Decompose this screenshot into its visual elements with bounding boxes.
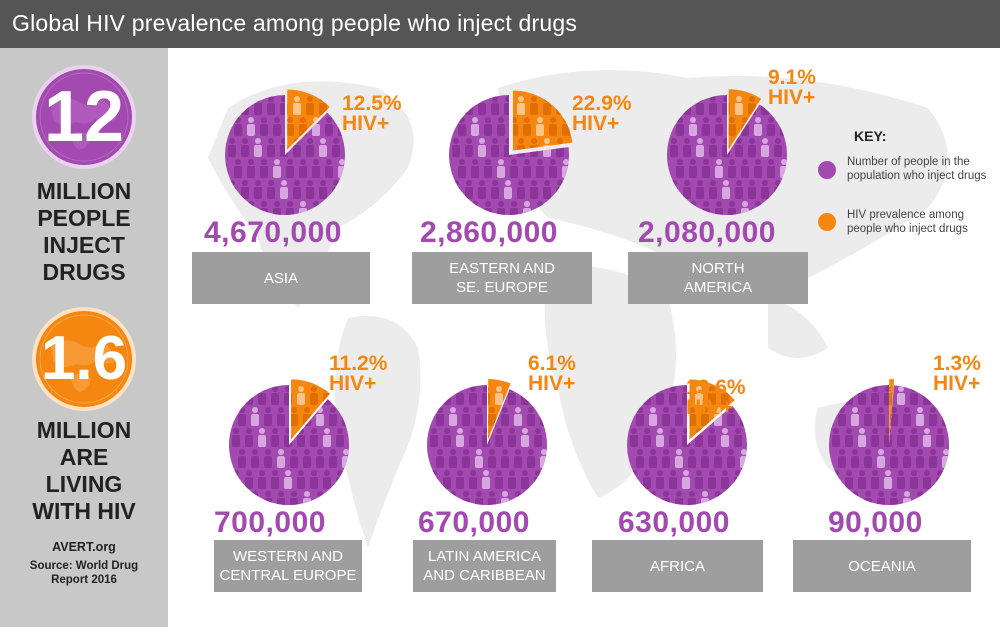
hiv-label-africa: 13.6% HIV+ <box>686 376 746 419</box>
hiv-suffix-north-america: HIV+ <box>768 86 816 109</box>
legend-dot-hiv <box>818 213 836 231</box>
region-label-line: AFRICA <box>649 557 705 575</box>
sidebar: 12 MILLION PEOPLE INJECT DRUGS 1.6 MILLI… <box>0 48 168 627</box>
legend-title: KEY: <box>854 128 887 144</box>
pie-western-and-central-europe <box>220 374 360 519</box>
pie-chart-latin-america-and-caribbean <box>427 379 547 505</box>
hiv-suffix-eastern-and-se-europe: HIV+ <box>572 112 620 135</box>
pie-chart-asia <box>225 89 345 215</box>
hiv-suffix-africa: HIV+ <box>686 396 734 419</box>
hiv-percent-asia: 12.5% <box>342 92 402 115</box>
region-label-line: OCEANIA <box>848 557 916 575</box>
stat1-number: 12 <box>43 77 125 157</box>
people-count-eastern-and-se-europe: 2,860,000 <box>420 216 558 249</box>
legend: KEY: Number of people in the population … <box>814 128 1000 258</box>
stat2-line-3: LIVING <box>45 471 123 497</box>
pie-chart-western-and-central-europe <box>229 379 350 506</box>
region-label-line: WESTERN AND <box>232 548 343 565</box>
stat1-line-3: INJECT <box>43 232 125 258</box>
hiv-label-eastern-and-se-europe: 22.9% HIV+ <box>572 92 632 135</box>
hiv-percent-eastern-and-se-europe: 22.9% <box>572 92 632 115</box>
hiv-label-asia: 12.5% HIV+ <box>342 92 402 135</box>
people-count-oceania: 90,000 <box>828 506 923 539</box>
stat1-line-1: MILLION <box>36 178 132 204</box>
stat1-line-2: PEOPLE <box>37 205 131 231</box>
hiv-label-latin-america-and-caribbean: 6.1% HIV+ <box>528 352 576 395</box>
pie-chart-oceania <box>829 379 950 506</box>
pie-oceania <box>820 374 960 519</box>
region-label-africa: AFRICA <box>592 540 763 592</box>
stat2-line-2: ARE <box>59 444 109 470</box>
pie-asia <box>216 84 356 229</box>
region-label-latin-america-and-caribbean: LATIN AMERICA AND CARIBBEAN <box>413 540 556 592</box>
people-count-africa: 630,000 <box>618 506 730 539</box>
region-label-western-and-central-europe: WESTERN AND CENTRAL EUROPE <box>214 540 362 592</box>
hiv-label-north-america: 9.1% HIV+ <box>768 66 816 109</box>
region-label-line: AMERICA <box>683 279 753 296</box>
hiv-suffix-western-and-central-europe: HIV+ <box>329 372 377 395</box>
hiv-label-western-and-central-europe: 11.2% HIV+ <box>329 352 388 395</box>
header-bar: Global HIV prevalence among people who i… <box>0 0 1000 48</box>
pie-chart-africa <box>627 379 748 506</box>
hiv-suffix-asia: HIV+ <box>342 112 390 135</box>
stat2-line-4: WITH HIV <box>32 498 136 524</box>
region-label-north-america: NORTH AMERICA <box>628 252 808 304</box>
page-title: Global HIV prevalence among people who i… <box>12 10 578 36</box>
pie-africa <box>618 374 758 519</box>
hiv-percent-oceania: 1.3% <box>933 352 981 375</box>
region-label-line: ASIA <box>263 269 299 287</box>
pie-latin-america-and-caribbean <box>418 374 558 519</box>
pie-eastern-and-se-europe <box>440 84 580 229</box>
hiv-label-oceania: 1.3% HIV+ <box>933 352 981 395</box>
source-org: AVERT.org <box>52 540 116 554</box>
region-label-oceania: OCEANIA <box>793 540 971 592</box>
stat1-circle: 12 <box>31 64 137 170</box>
legend-label-people: Number of people in the population who i… <box>847 156 987 182</box>
hiv-suffix-oceania: HIV+ <box>933 372 981 395</box>
stat2-globe-icon <box>32 307 136 411</box>
region-label-line: CENTRAL EUROPE <box>219 567 357 584</box>
region-label-line: SE. EUROPE <box>456 279 548 296</box>
pie-chart-eastern-and-se-europe <box>449 90 573 215</box>
stat2-circle: 1.6 <box>31 306 137 412</box>
stat1-globe-icon <box>32 65 136 169</box>
stat2-line-1: MILLION <box>36 417 132 443</box>
people-count-north-america: 2,080,000 <box>638 216 776 249</box>
pie-north-america <box>658 84 798 229</box>
source-line-1: Source: World Drug <box>29 560 139 572</box>
main-panel: 12.5% HIV+ 4,670,000 ASIA 22.9% HIV+ 2,860,000… <box>168 48 1000 627</box>
hiv-percent-north-america: 9.1% <box>768 66 816 89</box>
hiv-percent-latin-america-and-caribbean: 6.1% <box>528 352 576 375</box>
region-label-line: LATIN AMERICA <box>427 548 542 565</box>
region-label-line: AND CARIBBEAN <box>423 567 546 584</box>
source-line-2: Report 2016 <box>51 574 117 586</box>
region-label-asia: ASIA <box>192 252 370 304</box>
legend-label-hiv: HIV prevalence among people who inject d… <box>847 209 968 235</box>
people-count-latin-america-and-caribbean: 670,000 <box>418 506 530 539</box>
legend-dot-people <box>818 161 836 179</box>
pie-chart-north-america <box>667 89 788 215</box>
stat1-line-4: DRUGS <box>42 259 126 285</box>
region-label-eastern-and-se-europe: EASTERN AND SE. EUROPE <box>412 252 592 304</box>
region-label-line: NORTH <box>691 260 745 277</box>
hiv-suffix-latin-america-and-caribbean: HIV+ <box>528 372 576 395</box>
hiv-percent-africa: 13.6% <box>686 376 746 399</box>
people-count-asia: 4,670,000 <box>204 216 342 249</box>
region-label-line: EASTERN AND <box>449 260 555 277</box>
stat2-number: 1.6 <box>40 324 128 393</box>
people-count-western-and-central-europe: 700,000 <box>214 506 326 539</box>
hiv-percent-western-and-central-europe: 11.2% <box>329 352 388 375</box>
